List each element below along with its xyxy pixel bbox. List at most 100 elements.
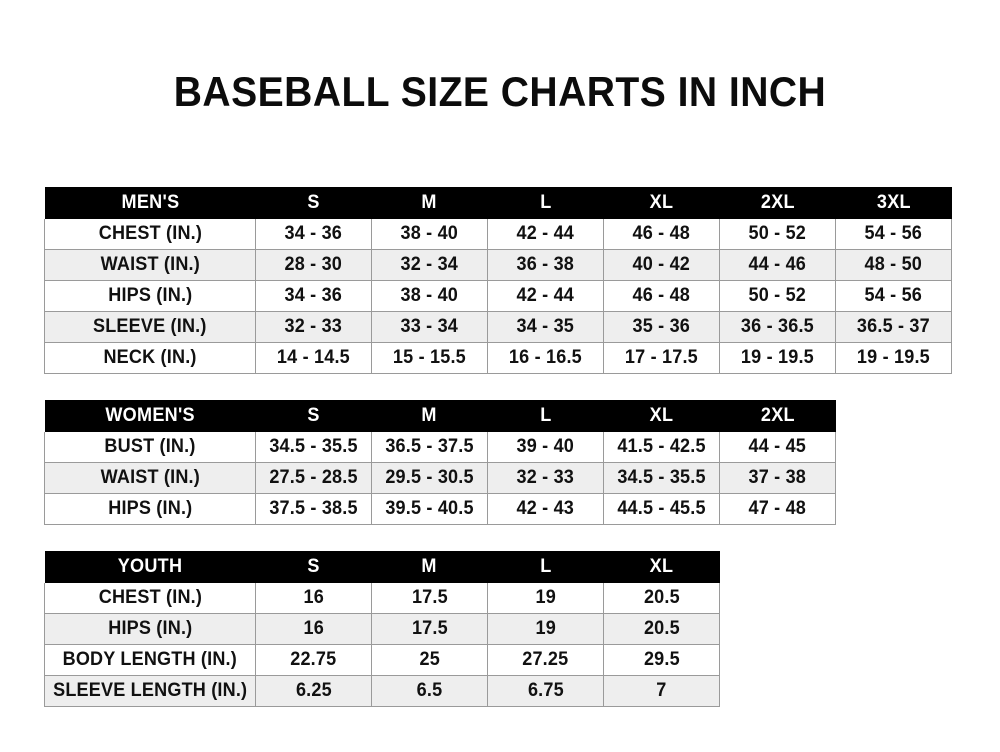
measurement-cell: 34.5 - 35.5	[603, 462, 720, 494]
measurement-cell: 36.5 - 37.5	[371, 432, 488, 463]
column-header-size-l: L	[487, 400, 604, 432]
measurement-cell: 39 - 40	[487, 432, 604, 463]
measurement-cell: 16 - 16.5	[487, 342, 604, 374]
row-label: NECK (IN.)	[44, 342, 256, 374]
measurement-cell: 33 - 34	[371, 311, 488, 343]
measurement-cell: 40 - 42	[603, 249, 720, 281]
column-header-category: MEN'S	[44, 187, 256, 219]
table-header-row: WOMEN'S S M L XL 2XL	[44, 400, 836, 432]
measurement-cell: 48 - 50	[835, 249, 952, 281]
row-label: WAIST (IN.)	[44, 462, 256, 494]
column-header-size-3xl: 3XL	[835, 187, 952, 219]
row-label: SLEEVE LENGTH (IN.)	[44, 675, 256, 707]
measurement-cell: 28 - 30	[255, 249, 372, 281]
size-table-womens: WOMEN'S S M L XL 2XL BUST (IN.) 34.5 - 35.5 36.5…	[44, 400, 836, 525]
measurement-cell: 44 - 46	[719, 249, 836, 281]
measurement-cell: 42 - 43	[487, 493, 604, 525]
measurement-cell: 34 - 35	[487, 311, 604, 343]
measurement-cell: 35 - 36	[603, 311, 720, 343]
measurement-cell: 44.5 - 45.5	[603, 493, 720, 525]
measurement-cell: 34 - 36	[255, 219, 372, 250]
measurement-cell: 19 - 19.5	[719, 342, 836, 374]
measurement-cell: 6.25	[255, 675, 372, 707]
measurement-cell: 36 - 38	[487, 249, 604, 281]
measurement-cell: 42 - 44	[487, 280, 604, 312]
measurement-cell: 39.5 - 40.5	[371, 493, 488, 525]
measurement-cell: 17 - 17.5	[603, 342, 720, 374]
row-label: HIPS (IN.)	[44, 613, 256, 645]
table-row: HIPS (IN.) 34 - 36 38 - 40 42 - 44 46 - 48 50…	[44, 280, 952, 312]
column-header-category: WOMEN'S	[44, 400, 256, 432]
measurement-cell: 54 - 56	[835, 280, 952, 312]
measurement-cell: 19 - 19.5	[835, 342, 952, 374]
row-label: CHEST (IN.)	[44, 219, 256, 250]
measurement-cell: 7	[603, 675, 720, 707]
row-label: BUST (IN.)	[44, 432, 256, 463]
table-row: CHEST (IN.) 16 17.5 19 20.5	[44, 583, 720, 614]
measurement-cell: 38 - 40	[371, 219, 488, 250]
table-header-row: MEN'S S M L XL 2XL 3XL	[44, 187, 952, 219]
measurement-cell: 27.5 - 28.5	[255, 462, 372, 494]
column-header-category: YOUTH	[44, 551, 256, 583]
measurement-cell: 36 - 36.5	[719, 311, 836, 343]
measurement-cell: 32 - 33	[255, 311, 372, 343]
measurement-cell: 46 - 48	[603, 219, 720, 250]
row-label: SLEEVE (IN.)	[44, 311, 256, 343]
row-label: CHEST (IN.)	[44, 583, 256, 614]
row-label: HIPS (IN.)	[44, 280, 256, 312]
measurement-cell: 6.5	[371, 675, 488, 707]
tables-container: MEN'S S M L XL 2XL 3XL CHEST (IN.) 34 - 36 38 - 4…	[44, 187, 952, 733]
measurement-cell: 32 - 33	[487, 462, 604, 494]
measurement-cell: 19	[487, 583, 604, 614]
column-header-size-m: M	[371, 187, 488, 219]
measurement-cell: 14 - 14.5	[255, 342, 372, 374]
measurement-cell: 42 - 44	[487, 219, 604, 250]
measurement-cell: 44 - 45	[719, 432, 836, 463]
column-header-size-2xl: 2XL	[719, 400, 836, 432]
size-table-mens: MEN'S S M L XL 2XL 3XL CHEST (IN.) 34 - 36 38 - 4…	[44, 187, 952, 374]
measurement-cell: 37 - 38	[719, 462, 836, 494]
measurement-cell: 20.5	[603, 583, 720, 614]
measurement-cell: 16	[255, 613, 372, 645]
table-header-row: YOUTH S M L XL	[44, 551, 720, 583]
measurement-cell: 36.5 - 37	[835, 311, 952, 343]
measurement-cell: 41.5 - 42.5	[603, 432, 720, 463]
measurement-cell: 37.5 - 38.5	[255, 493, 372, 525]
row-label: BODY LENGTH (IN.)	[44, 644, 256, 676]
measurement-cell: 34 - 36	[255, 280, 372, 312]
measurement-cell: 29.5 - 30.5	[371, 462, 488, 494]
table-row: HIPS (IN.) 16 17.5 19 20.5	[44, 613, 720, 645]
measurement-cell: 47 - 48	[719, 493, 836, 525]
table-row: WAIST (IN.) 28 - 30 32 - 34 36 - 38 40 - 42 4…	[44, 249, 952, 281]
measurement-cell: 20.5	[603, 613, 720, 645]
table-row: NECK (IN.) 14 - 14.5 15 - 15.5 16 - 16.5 17 …	[44, 342, 952, 374]
row-label: WAIST (IN.)	[44, 249, 256, 281]
column-header-size-xl: XL	[603, 400, 720, 432]
column-header-size-s: S	[255, 400, 372, 432]
measurement-cell: 17.5	[371, 613, 488, 645]
measurement-cell: 29.5	[603, 644, 720, 676]
measurement-cell: 50 - 52	[719, 219, 836, 250]
table-row: WAIST (IN.) 27.5 - 28.5 29.5 - 30.5 32 - 33…	[44, 462, 836, 494]
measurement-cell: 16	[255, 583, 372, 614]
column-header-size-2xl: 2XL	[719, 187, 836, 219]
table-row: CHEST (IN.) 34 - 36 38 - 40 42 - 44 46 - 48 5…	[44, 219, 952, 250]
column-header-size-xl: XL	[603, 551, 720, 583]
table-row: BODY LENGTH (IN.) 22.75 25 27.25 29.5	[44, 644, 720, 676]
table-row: HIPS (IN.) 37.5 - 38.5 39.5 - 40.5 42 - 43 4…	[44, 493, 836, 525]
column-header-size-xl: XL	[603, 187, 720, 219]
measurement-cell: 27.25	[487, 644, 604, 676]
measurement-cell: 46 - 48	[603, 280, 720, 312]
column-header-size-m: M	[371, 551, 488, 583]
column-header-size-l: L	[487, 551, 604, 583]
table-row: SLEEVE LENGTH (IN.) 6.25 6.5 6.75 7	[44, 675, 720, 707]
column-header-size-l: L	[487, 187, 604, 219]
measurement-cell: 6.75	[487, 675, 604, 707]
measurement-cell: 34.5 - 35.5	[255, 432, 372, 463]
measurement-cell: 17.5	[371, 583, 488, 614]
measurement-cell: 32 - 34	[371, 249, 488, 281]
page-title: BASEBALL SIZE CHARTS IN INCH	[173, 68, 827, 115]
measurement-cell: 54 - 56	[835, 219, 952, 250]
column-header-size-m: M	[371, 400, 488, 432]
